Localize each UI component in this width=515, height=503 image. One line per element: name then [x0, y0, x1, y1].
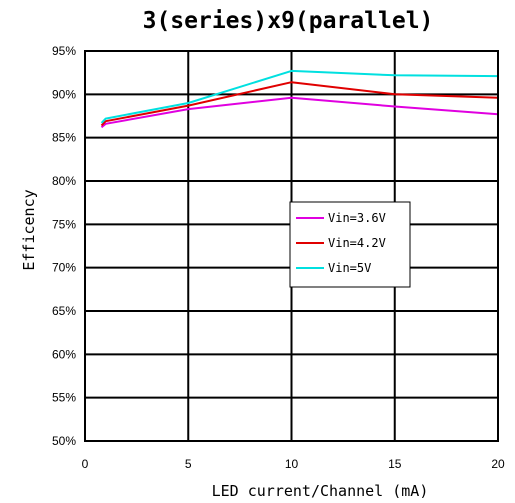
plot-frame: [84, 50, 499, 442]
y-tick-label: 85%: [52, 131, 76, 145]
chart-title: 3(series)x9(parallel): [143, 8, 434, 34]
y-tick-label: 80%: [52, 174, 76, 188]
y-tick-labels: 50% 55% 60% 65% 70% 75% 80% 85% 90% 95%: [52, 44, 76, 448]
series-line-vin-3-6v: [100, 96, 499, 129]
y-axis-label: Efficency: [20, 189, 38, 270]
x-tick-label: 10: [285, 457, 299, 471]
legend-label: Vin=5V: [328, 261, 371, 275]
series-lines: [100, 69, 499, 129]
x-tick-labels: 0 5 10 15 20: [82, 457, 505, 471]
x-tick-label: 15: [388, 457, 402, 471]
legend-box: [289, 201, 411, 288]
y-tick-label: 55%: [52, 391, 76, 405]
series-line-vin-5v: [100, 69, 499, 124]
y-tick-label: 65%: [52, 304, 76, 318]
y-tick-label: 95%: [52, 44, 76, 58]
y-tick-label: 60%: [52, 347, 76, 361]
series-line-vin-4-2v: [100, 81, 499, 127]
legend-label: Vin=4.2V: [328, 236, 386, 250]
y-tick-label: 75%: [52, 217, 76, 231]
y-tick-label: 90%: [52, 87, 76, 101]
legend: Vin=3.6V Vin=4.2V Vin=5V: [289, 201, 411, 288]
x-tick-label: 20: [491, 457, 505, 471]
x-tick-label: 5: [185, 457, 192, 471]
legend-label: Vin=3.6V: [328, 211, 386, 225]
y-tick-label: 70%: [52, 261, 76, 275]
x-tick-label: 0: [82, 457, 89, 471]
y-tick-label: 50%: [52, 434, 76, 448]
x-axis-label: LED current/Channel (mA): [212, 482, 429, 500]
